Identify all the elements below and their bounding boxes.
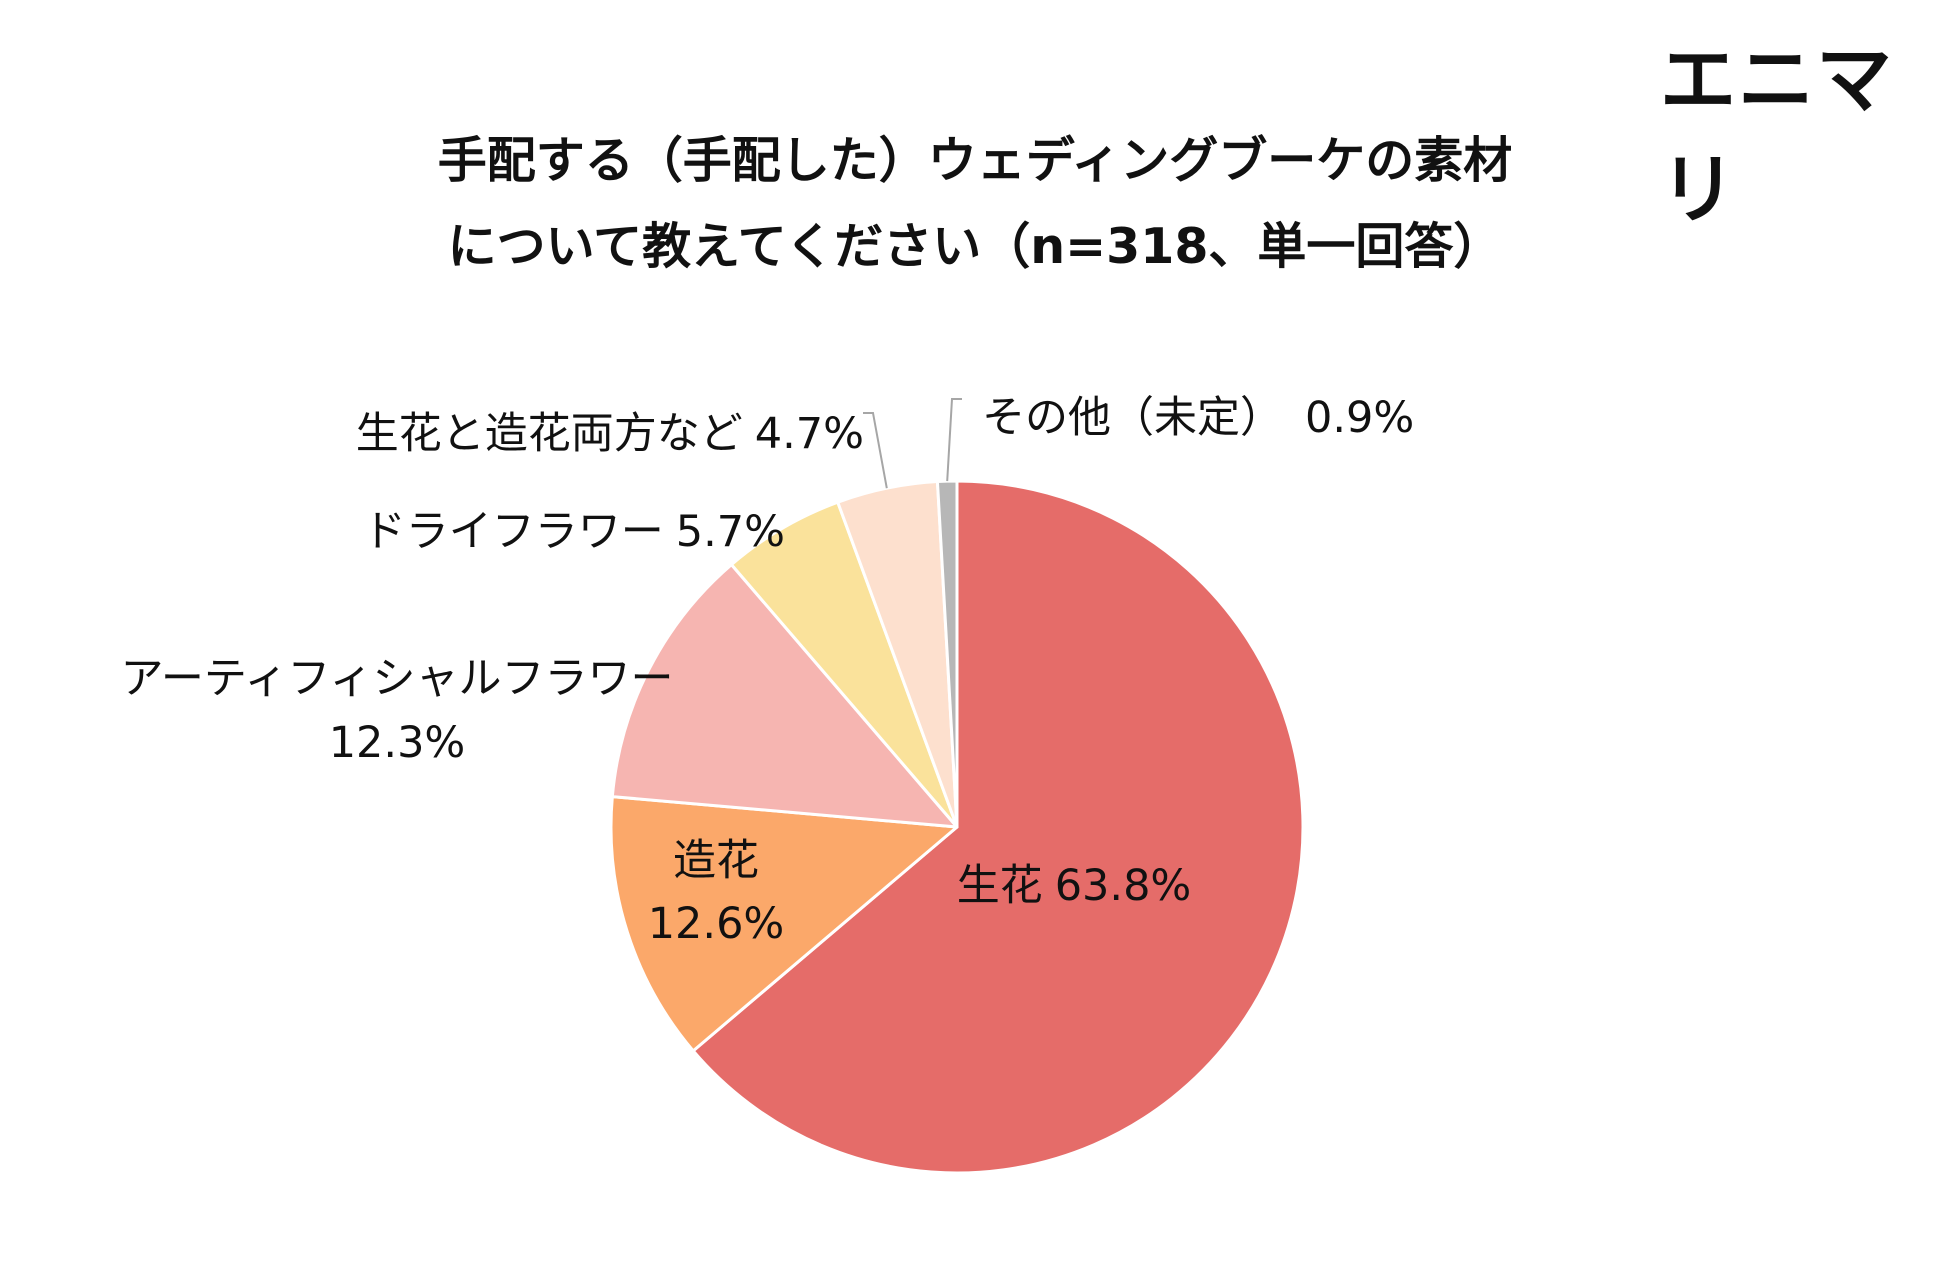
slice-label-other: その他（未定） 0.9% (982, 393, 1414, 443)
slice-label-both: 生花と造花両方など 4.7% (356, 409, 864, 459)
slice-label-both-name: 生花と造花両方など (356, 409, 743, 459)
slice-label-fresh: 生花 63.8% (957, 861, 1192, 911)
pie-slices (609, 479, 1305, 1175)
slice-artificial-flower (610, 563, 959, 829)
chart-title-line-1: 手配する（手配した）ウェディングブーケの素材 (437, 132, 1513, 189)
slice-label-dried: ドライフラワー 5.7% (363, 507, 785, 557)
slice-label-dried-name: ドライフラワー (363, 507, 664, 557)
slice-label-artificial-flower: アーティフィシャルフラワー (121, 654, 674, 704)
slice-label-other-value: 0.9% (1305, 393, 1414, 443)
slice-label-other-name: その他（未定） (982, 393, 1283, 443)
leader-lines (863, 398, 962, 489)
slice-fresh (691, 479, 1305, 1175)
slice-value-artificial-flower: 12.3% (329, 718, 466, 768)
slice-label-dried-value: 5.7% (676, 507, 785, 557)
slice-artificial (609, 795, 959, 1053)
slice-other (935, 479, 959, 829)
chart-title: 手配する（手配した）ウェディングブーケの素材 について教えてください（n=318… (0, 118, 1950, 290)
slice-value-artificial: 12.6% (648, 899, 785, 949)
slice-label-fresh-name: 生花 (957, 861, 1043, 911)
chart-title-line-2: について教えてください（n=318、単一回答） (447, 218, 1503, 275)
leader-line-both (863, 412, 888, 489)
slice-label-both-value: 4.7% (755, 409, 864, 459)
slice-label-fresh-value: 63.8% (1055, 861, 1192, 911)
brand-logo: エニマリ (1660, 35, 1894, 234)
leader-line-other (946, 398, 962, 482)
slice-label-artificial: 造花 (673, 836, 759, 886)
